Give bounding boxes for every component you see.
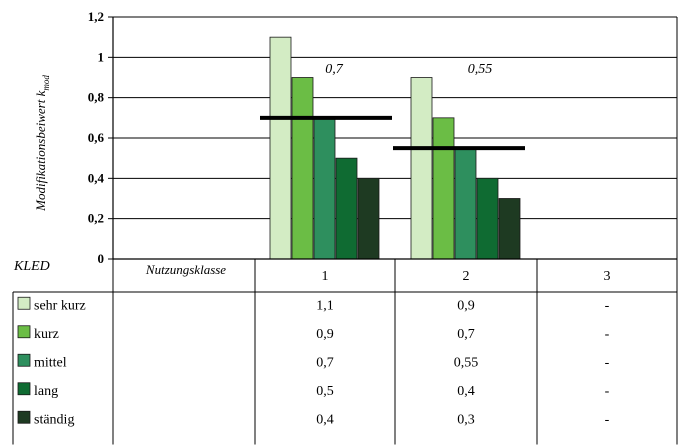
table-cell: - <box>605 412 610 427</box>
data-table-text: KLED Nutzungsklasse 1 2 3 sehr kurz 1,1 0,9 - kur… <box>13 259 611 427</box>
reference-line-label: 0,7 <box>325 62 344 77</box>
legend-label: mittel <box>34 355 67 370</box>
bar <box>410 77 433 260</box>
table-cell: 0,5 <box>316 384 334 399</box>
data-table <box>12 258 678 445</box>
legend-label: kurz <box>34 327 59 342</box>
table-cell: 0,7 <box>316 355 334 370</box>
table-cell: - <box>605 298 610 313</box>
table-column-header: 2 <box>463 269 470 284</box>
legend-swatch <box>17 353 31 367</box>
y-tick-labels: 0 0,2 0,4 0,6 0,8 1 1,2 <box>88 9 105 266</box>
gridlines <box>113 16 677 220</box>
bar <box>454 147 477 260</box>
axes <box>108 16 678 260</box>
table-cell: 0,4 <box>457 384 475 399</box>
legend-label: sehr kurz <box>34 298 86 313</box>
bar <box>432 117 455 260</box>
bar <box>313 117 336 260</box>
table-cell: - <box>605 384 610 399</box>
bar <box>335 157 358 260</box>
y-tick-label: 0,2 <box>88 211 104 226</box>
y-tick-label: 0,8 <box>88 90 105 105</box>
y-axis-label-main: Modifikationsbeiwert k <box>33 90 48 211</box>
table-cell: 1,1 <box>316 298 334 313</box>
table-cell: 0,9 <box>316 327 334 342</box>
table-cell: - <box>605 355 610 370</box>
bars <box>269 36 521 260</box>
table-cell: 0,9 <box>457 298 475 313</box>
legend-label: lang <box>34 384 58 399</box>
y-axis-label: Modifikationsbeiwert kmod <box>33 75 51 212</box>
reference-lines: 0,7 0,55 <box>260 62 525 151</box>
y-tick-label: 1,2 <box>88 9 104 24</box>
legend-label: ständig <box>34 412 74 427</box>
table-cell: - <box>605 327 610 342</box>
table-cell: 0,3 <box>457 412 475 427</box>
table-column-header: 1 <box>322 269 329 284</box>
bar <box>357 177 380 260</box>
y-axis-label-subscript: mod <box>41 75 51 91</box>
kled-label: KLED <box>13 259 50 274</box>
table-cell: 0,55 <box>454 355 479 370</box>
bar <box>498 198 521 260</box>
table-header-label: Nutzungsklasse <box>145 262 226 277</box>
bar <box>269 36 292 260</box>
table-cell: 0,4 <box>316 412 334 427</box>
y-tick-label: 0 <box>98 251 105 266</box>
legend-swatch <box>17 296 31 310</box>
y-tick-label: 0,6 <box>88 130 105 145</box>
legend-swatch <box>17 382 31 396</box>
bar <box>291 77 314 260</box>
table-column-header: 3 <box>604 269 611 284</box>
legend-swatch <box>17 325 31 339</box>
y-tick-label: 1 <box>98 49 105 64</box>
legend-swatch <box>17 410 31 424</box>
reference-line-label: 0,55 <box>468 62 493 77</box>
table-cell: 0,7 <box>457 327 475 342</box>
y-tick-label: 0,4 <box>88 170 105 185</box>
bar <box>476 177 499 260</box>
